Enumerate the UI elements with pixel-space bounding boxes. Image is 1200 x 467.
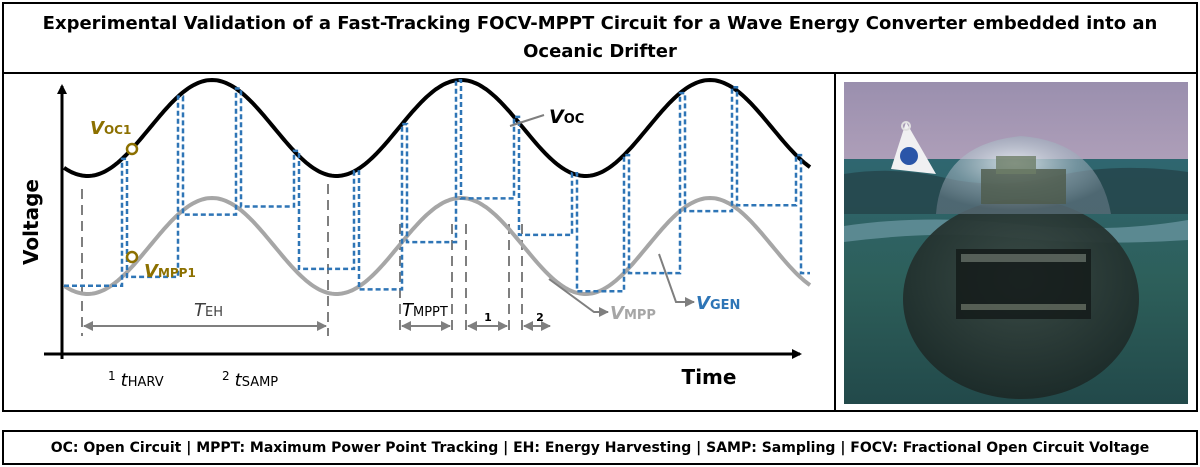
vmpp-leader	[548, 278, 609, 317]
vmpp-label: VMPP	[610, 303, 656, 324]
voltage-diagram: Voltage Time VOC VOC1 VMPP1 VMPP VGEN TE…	[19, 77, 812, 391]
timing-guides	[81, 184, 523, 336]
voc1-label: VOC1	[90, 118, 131, 139]
voc1-marker	[125, 142, 139, 156]
title-banner: Experimental Validation of a Fast-Tracki…	[2, 2, 1198, 74]
voltage-diagram-panel: Voltage Time VOC VOC1 VMPP1 VMPP VGEN TE…	[2, 72, 836, 412]
legend-harv: 1 tHARV	[108, 369, 164, 391]
vmpp1-marker	[125, 250, 139, 264]
x-axis-label: Time	[682, 365, 737, 389]
voc-curve	[62, 77, 812, 178]
abbreviations-legend: OC: Open Circuit | MPPT: Maximum Power P…	[50, 439, 1150, 456]
teh-label: TEH	[194, 300, 223, 321]
dimension-arrows	[83, 114, 695, 331]
vgen-label: VGEN	[696, 293, 740, 314]
voc-label: VOC	[549, 106, 584, 128]
y-axis-label: Voltage	[19, 179, 43, 265]
photo-panel	[834, 72, 1198, 412]
tmppt-label: TMPPT	[402, 300, 448, 321]
footer-banner: OC: Open Circuit | MPPT: Maximum Power P…	[2, 430, 1198, 465]
interval-1-label: 1	[484, 311, 492, 324]
legend-samp: 2 tSAMP	[222, 369, 278, 391]
vgen-curve	[64, 79, 810, 293]
voc-leader	[509, 114, 545, 127]
vgen-leader	[658, 253, 695, 307]
interval-2-label: 2	[536, 311, 544, 324]
oceanic-drifter-photo	[844, 82, 1188, 404]
vmpp-curve	[62, 195, 812, 296]
waveforms	[62, 77, 812, 296]
page-title: Experimental Validation of a Fast-Tracki…	[42, 13, 1158, 62]
vmpp1-label: VMPP1	[144, 261, 196, 282]
